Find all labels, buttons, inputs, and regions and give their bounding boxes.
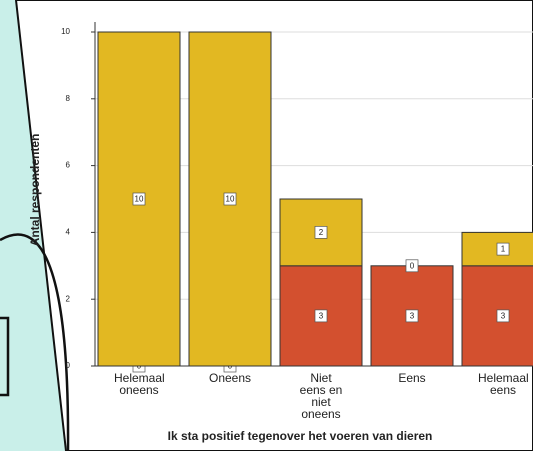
x-tick-label: Niet eens en niet oneens [299, 372, 343, 421]
label-box [314, 309, 328, 323]
x-tick-label: Helemaal eens [478, 372, 529, 397]
x-tick-label-box: Helemaal oneens [114, 372, 165, 397]
y-tick-label: 10 [61, 27, 70, 36]
y-tick-label: 8 [66, 94, 71, 103]
label-box [496, 309, 510, 323]
x-tick-label-box: Eens [398, 372, 426, 385]
x-tick-label: Eens [398, 372, 426, 385]
panel [14, 0, 533, 451]
label-box [223, 192, 237, 206]
label-box [405, 309, 419, 323]
x-tick-label-box: Helemaal eens [478, 372, 529, 397]
label-box [405, 259, 419, 273]
label-box [496, 242, 510, 256]
y-tick-label: 0 [66, 361, 71, 370]
data-label: 3 [319, 312, 324, 321]
data-label: 2 [319, 228, 324, 237]
y-axis-title: Antal respondenten [28, 134, 42, 247]
x-tick-label: Oneens [208, 372, 252, 385]
data-label: 3 [501, 312, 506, 321]
data-label: 0 [410, 261, 415, 270]
speech-bubble [0, 233, 70, 451]
data-label: 1 [501, 245, 506, 254]
y-tick-label: 4 [66, 228, 71, 237]
x-tick-label-box: Oneens [208, 372, 252, 385]
x-tick-label-box: Niet eens en niet oneens [299, 372, 343, 421]
label-box [314, 226, 328, 239]
letter-fragment [0, 316, 10, 397]
data-label: 10 [226, 195, 235, 204]
x-tick-label: Helemaal oneens [114, 372, 165, 397]
data-label: 10 [135, 195, 144, 204]
data-label: 3 [410, 312, 415, 321]
y-tick-label: 6 [66, 161, 71, 170]
label-box [132, 192, 146, 206]
x-axis-title: Ik sta positief tegenover het voeren van… [168, 429, 433, 443]
y-tick-label: 2 [66, 294, 71, 303]
